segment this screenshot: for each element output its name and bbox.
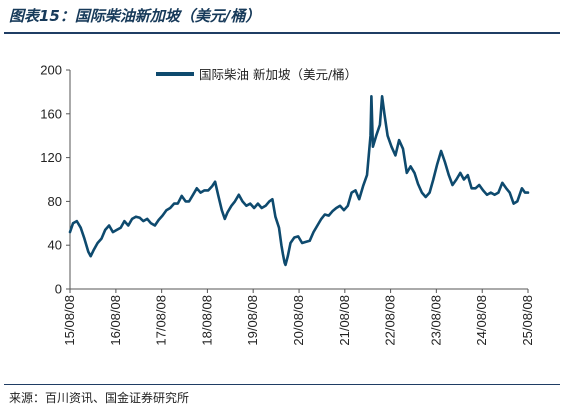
source-divider bbox=[4, 384, 560, 385]
y-axis-tick-labels: 0 40 80 120 160 200 bbox=[40, 63, 62, 297]
x-tick-label: 18/08/08 bbox=[199, 295, 214, 346]
legend-label: 国际柴油 新加坡（美元/桶） bbox=[199, 67, 357, 82]
x-tick-label: 24/08/08 bbox=[474, 295, 489, 346]
y-tick-label: 0 bbox=[55, 282, 62, 297]
y-tick-label: 40 bbox=[48, 238, 62, 253]
figure-title: 图表15：国际柴油新加坡（美元/桶） bbox=[9, 7, 261, 25]
series-line bbox=[68, 94, 530, 267]
x-tick-label: 23/08/08 bbox=[428, 295, 443, 346]
x-axis-tick-labels: 15/08/08 16/08/08 17/08/08 18/08/08 19/08/08… bbox=[62, 295, 535, 346]
x-tick-label: 16/08/08 bbox=[108, 295, 123, 346]
x-tick-label: 25/08/08 bbox=[520, 295, 535, 346]
legend: 国际柴油 新加坡（美元/桶） bbox=[156, 67, 357, 82]
x-tick-label: 17/08/08 bbox=[154, 295, 169, 346]
x-tick-label: 21/08/08 bbox=[337, 295, 352, 346]
y-tick-label: 120 bbox=[40, 150, 62, 165]
y-tick-label: 200 bbox=[40, 63, 62, 78]
series-lines bbox=[68, 94, 530, 267]
x-tick-label: 22/08/08 bbox=[383, 295, 398, 346]
title-divider bbox=[4, 32, 560, 34]
y-tick-label: 80 bbox=[48, 194, 62, 209]
x-tick-label: 15/08/08 bbox=[62, 295, 77, 346]
x-tick-label: 19/08/08 bbox=[245, 295, 260, 346]
axes bbox=[66, 69, 529, 293]
source-note: 来源：百川资讯、国金证券研究所 bbox=[9, 391, 190, 405]
y-tick-label: 160 bbox=[40, 106, 62, 121]
x-tick-label: 20/08/08 bbox=[291, 295, 306, 346]
